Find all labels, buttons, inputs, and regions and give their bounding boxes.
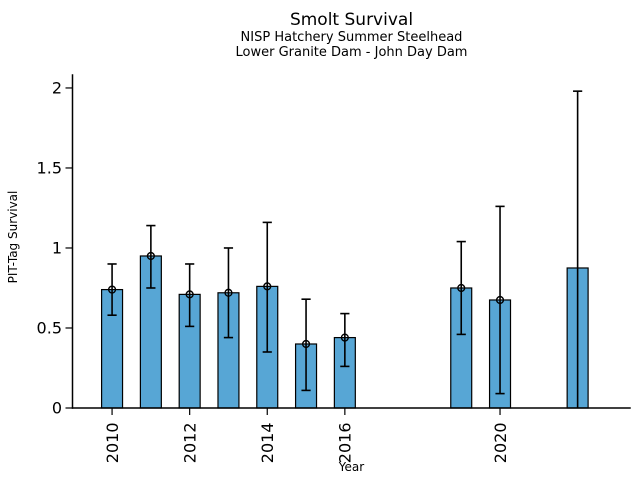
y-tick-label-2: 2 xyxy=(52,78,62,97)
chart-title: Smolt Survival xyxy=(289,10,414,30)
marker-2011 xyxy=(146,251,155,261)
chart-subtitle-line2: Lower Granite Dam - John Day Dam xyxy=(235,45,468,60)
x-tick-label-2016: 2016 xyxy=(336,423,355,464)
marker-2012 xyxy=(185,290,194,299)
errorbar-2013 xyxy=(223,247,234,339)
x-tick-label-2010: 2010 xyxy=(103,423,122,464)
marker-2010 xyxy=(107,285,117,294)
marker-2014 xyxy=(263,282,272,291)
y-tick-label-0: 0 xyxy=(52,399,62,418)
x-axis-label: Year xyxy=(338,460,365,474)
errorbar-2020 xyxy=(495,205,505,395)
errorbar-2010 xyxy=(107,263,117,316)
y-tick-label-1.5: 1.5 xyxy=(37,158,62,177)
x-tick-label-2020: 2020 xyxy=(491,423,510,464)
y-axis-label: PIT-Tag Survival xyxy=(6,190,20,284)
errorbar-2016 xyxy=(340,312,350,368)
marker-2016 xyxy=(340,333,349,342)
errorbar-2019 xyxy=(456,240,466,336)
errorbar-2015 xyxy=(301,298,311,392)
marker-2015 xyxy=(301,339,311,349)
errorbar-2014 xyxy=(262,221,272,353)
errorbar-2022 xyxy=(573,90,583,408)
y-tick-label-0.5: 0.5 xyxy=(37,318,62,337)
y-tick-label-1: 1 xyxy=(52,238,62,257)
marker-2013 xyxy=(224,288,233,297)
errorbar-2012 xyxy=(185,263,195,328)
marker-2020 xyxy=(495,295,505,305)
marker-2019 xyxy=(457,283,466,293)
x-tick-label-2012: 2012 xyxy=(180,423,199,464)
errorbar-2011 xyxy=(146,224,156,289)
x-tick-label-2014: 2014 xyxy=(258,423,277,464)
chart-subtitle-line1: NISP Hatchery Summer Steelhead xyxy=(240,30,463,45)
